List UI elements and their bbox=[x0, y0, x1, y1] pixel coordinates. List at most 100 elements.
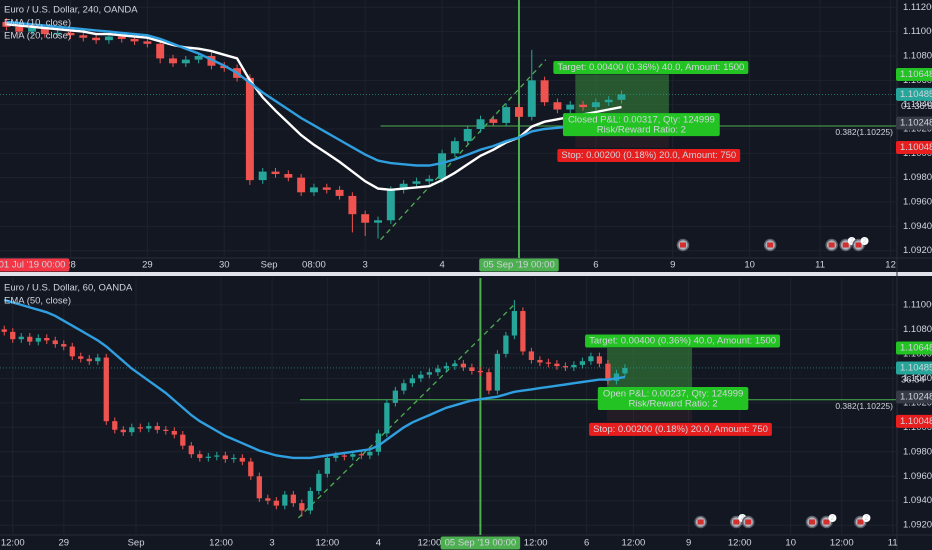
pnl-box bbox=[562, 113, 720, 137]
x-tick-label: 6 bbox=[584, 538, 589, 549]
x-tick-label: 12:00 bbox=[728, 538, 752, 549]
candle-body bbox=[69, 346, 75, 357]
candle-body bbox=[361, 214, 370, 223]
stop-label: Stop: 0.00200 (0.18%) 20.0, Amount: 750 bbox=[561, 150, 736, 161]
candle-body bbox=[130, 38, 139, 42]
last-price-group: 1.10485 bbox=[896, 87, 932, 101]
candle-body bbox=[27, 336, 33, 342]
candle-body bbox=[494, 353, 501, 391]
event-badge-text: 2 bbox=[850, 238, 854, 245]
candle-body bbox=[617, 94, 626, 100]
candle-body bbox=[520, 311, 526, 352]
candle-body bbox=[79, 35, 88, 38]
candle-body bbox=[282, 494, 288, 506]
entry-price: 1.10248 bbox=[900, 391, 932, 402]
candle-body bbox=[271, 171, 280, 175]
candle-body bbox=[553, 102, 562, 110]
plot: 0.382(1.10225) Target: 0.00400 (0.36%) 40… bbox=[0, 0, 897, 258]
candle-body bbox=[452, 363, 458, 367]
candle-body bbox=[163, 429, 169, 431]
x-tick-label: 12:00 bbox=[417, 538, 441, 549]
event-flag bbox=[823, 519, 830, 525]
event-flag bbox=[855, 242, 862, 248]
candle-body bbox=[194, 55, 203, 60]
x-tick-label: 9 bbox=[686, 538, 691, 549]
x-tick-label: 12:00 bbox=[1, 538, 25, 549]
pnl-label: Open P&L: 0.00237, Qty: 124999 bbox=[603, 388, 744, 399]
candle-body bbox=[463, 129, 472, 142]
x-tick-label: 12:00 bbox=[830, 538, 854, 549]
x-tick-label: 11 bbox=[888, 538, 898, 549]
x-tick-label: 29 bbox=[142, 260, 153, 271]
target-label-box bbox=[585, 334, 781, 348]
x-tick-label: 28 bbox=[65, 260, 76, 271]
candle-body bbox=[231, 457, 237, 460]
stop-price: 1.10048 bbox=[900, 142, 932, 153]
candle-body bbox=[78, 356, 84, 359]
x-tick-label: Sep bbox=[261, 260, 278, 271]
legend-entry: EMA (50, close) bbox=[4, 296, 71, 307]
x-tick-label: 4 bbox=[439, 260, 444, 271]
x-tick-label: 6 bbox=[593, 260, 598, 271]
x-tick-label: 9 bbox=[670, 260, 675, 271]
x-tick-label: 12:00 bbox=[315, 538, 339, 549]
y-tick-label: 1.10400 bbox=[903, 99, 932, 110]
event-badge bbox=[828, 514, 837, 522]
candle-body bbox=[28, 27, 37, 32]
pnl-group: Open P&L: 0.00237, Qty: 124999Risk/Rewar… bbox=[597, 386, 749, 410]
candle-body bbox=[120, 429, 126, 433]
candle-body bbox=[40, 27, 49, 35]
candle-body bbox=[604, 99, 613, 103]
candle-body bbox=[348, 195, 357, 215]
plot: 0.382(1.10225) Target: 0.00400 (0.36%) 40… bbox=[0, 278, 897, 535]
rr-label: Risk/Reward Ratio: 2 bbox=[628, 398, 717, 409]
candle-body bbox=[53, 32, 62, 35]
candle-body bbox=[248, 461, 254, 477]
candle-body bbox=[129, 427, 135, 433]
entry-price-box bbox=[896, 116, 932, 130]
ema-line bbox=[3, 298, 626, 460]
y-tick-label: 1.10400 bbox=[903, 373, 932, 384]
candle-body bbox=[426, 372, 433, 375]
fib-label: 0.382(1.10225) bbox=[835, 127, 893, 137]
entry-price: 1.10248 bbox=[900, 118, 932, 129]
candle-body bbox=[86, 358, 92, 362]
stop-label-box bbox=[557, 148, 741, 162]
candle-body bbox=[35, 337, 41, 342]
last-price-box bbox=[896, 361, 932, 375]
candle-body bbox=[418, 374, 424, 379]
event-flag bbox=[842, 242, 849, 248]
candle-body bbox=[358, 454, 364, 456]
candle-body bbox=[154, 426, 160, 430]
candle-body bbox=[554, 363, 560, 367]
candle-body bbox=[316, 473, 322, 491]
candle-body bbox=[137, 427, 143, 429]
candle-body bbox=[502, 107, 511, 123]
candle-body bbox=[265, 498, 271, 501]
x-marker-label-box bbox=[0, 258, 70, 272]
candle-body bbox=[401, 383, 407, 391]
trendline bbox=[297, 303, 516, 519]
y-tick-label: 1.11000 bbox=[903, 299, 932, 310]
candle-body bbox=[511, 311, 518, 336]
y-tick-label: 1.09200 bbox=[903, 245, 932, 256]
candle-body bbox=[341, 455, 347, 457]
target-label-group: Target: 0.00400 (0.36%) 40.0, Amount: 15… bbox=[585, 334, 781, 348]
candle-body bbox=[95, 357, 101, 362]
candle-body bbox=[450, 141, 459, 154]
countdown: 36:54 bbox=[901, 374, 925, 385]
event-flag bbox=[767, 242, 774, 248]
target-price-box bbox=[896, 67, 932, 81]
stop-label-box bbox=[589, 422, 772, 436]
target-label: Target: 0.00400 (0.36%) 40.0, Amount: 15… bbox=[589, 336, 776, 347]
last-price-group: 1.10485 bbox=[896, 361, 932, 375]
candle-body bbox=[460, 363, 467, 368]
candle-body bbox=[309, 187, 318, 193]
x-tick-label: 29 bbox=[58, 538, 69, 549]
candle-body bbox=[412, 181, 421, 184]
candle-body bbox=[375, 433, 381, 452]
candle-body bbox=[469, 367, 475, 372]
candle-body bbox=[245, 77, 254, 181]
target-price: 1.10648 bbox=[900, 69, 932, 80]
